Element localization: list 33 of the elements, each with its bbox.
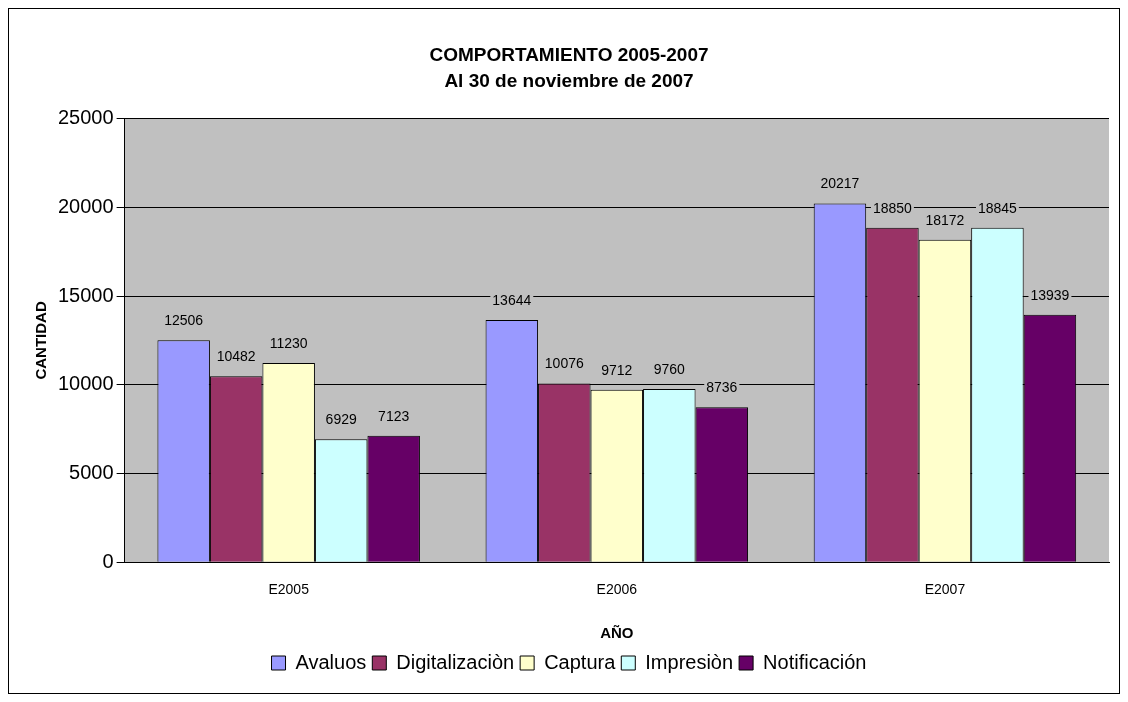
data-label: 10482 — [216, 348, 256, 365]
legend-label: Impresiòn — [645, 650, 734, 673]
data-label: 9712 — [601, 361, 633, 378]
legend-label: Captura — [544, 650, 617, 673]
x-tick-label: E2007 — [924, 581, 966, 598]
y-tick-label: 20000 — [57, 194, 114, 217]
chart-title: COMPORTAMIENTO 2005-2007 — [429, 43, 709, 65]
y-tick-label: 10000 — [57, 372, 114, 395]
data-label: 20217 — [820, 175, 860, 192]
y-tick-label: 15000 — [57, 283, 114, 306]
data-label: 8736 — [706, 379, 738, 396]
legend-label: Notificación — [763, 650, 867, 673]
y-tick-label: 25000 — [57, 106, 114, 129]
data-label: 7123 — [378, 407, 410, 424]
y-axis-title: CANTIDAD — [32, 301, 50, 380]
data-label: 18172 — [925, 211, 965, 228]
data-label: 12506 — [164, 312, 204, 329]
data-label: 6929 — [325, 411, 357, 428]
x-axis-title: AÑO — [600, 624, 634, 642]
data-label: 11230 — [269, 334, 308, 351]
legend-label: Digitalizaciòn — [396, 650, 515, 673]
x-tick-label: E2005 — [268, 581, 310, 598]
data-label: 13644 — [492, 291, 532, 308]
y-tick-label: 5000 — [69, 461, 114, 483]
data-label: 13939 — [1030, 286, 1070, 303]
y-tick-label: 0 — [102, 549, 114, 572]
chart-subtitle: Al 30 de noviembre de 2007 — [444, 70, 694, 92]
data-label: 9760 — [653, 360, 686, 377]
data-label: 18850 — [872, 199, 913, 216]
legend-label: Avaluos — [295, 650, 367, 673]
x-tick-label: E2006 — [596, 581, 638, 598]
data-label: 10076 — [544, 355, 584, 372]
data-label: 18845 — [977, 199, 1018, 216]
